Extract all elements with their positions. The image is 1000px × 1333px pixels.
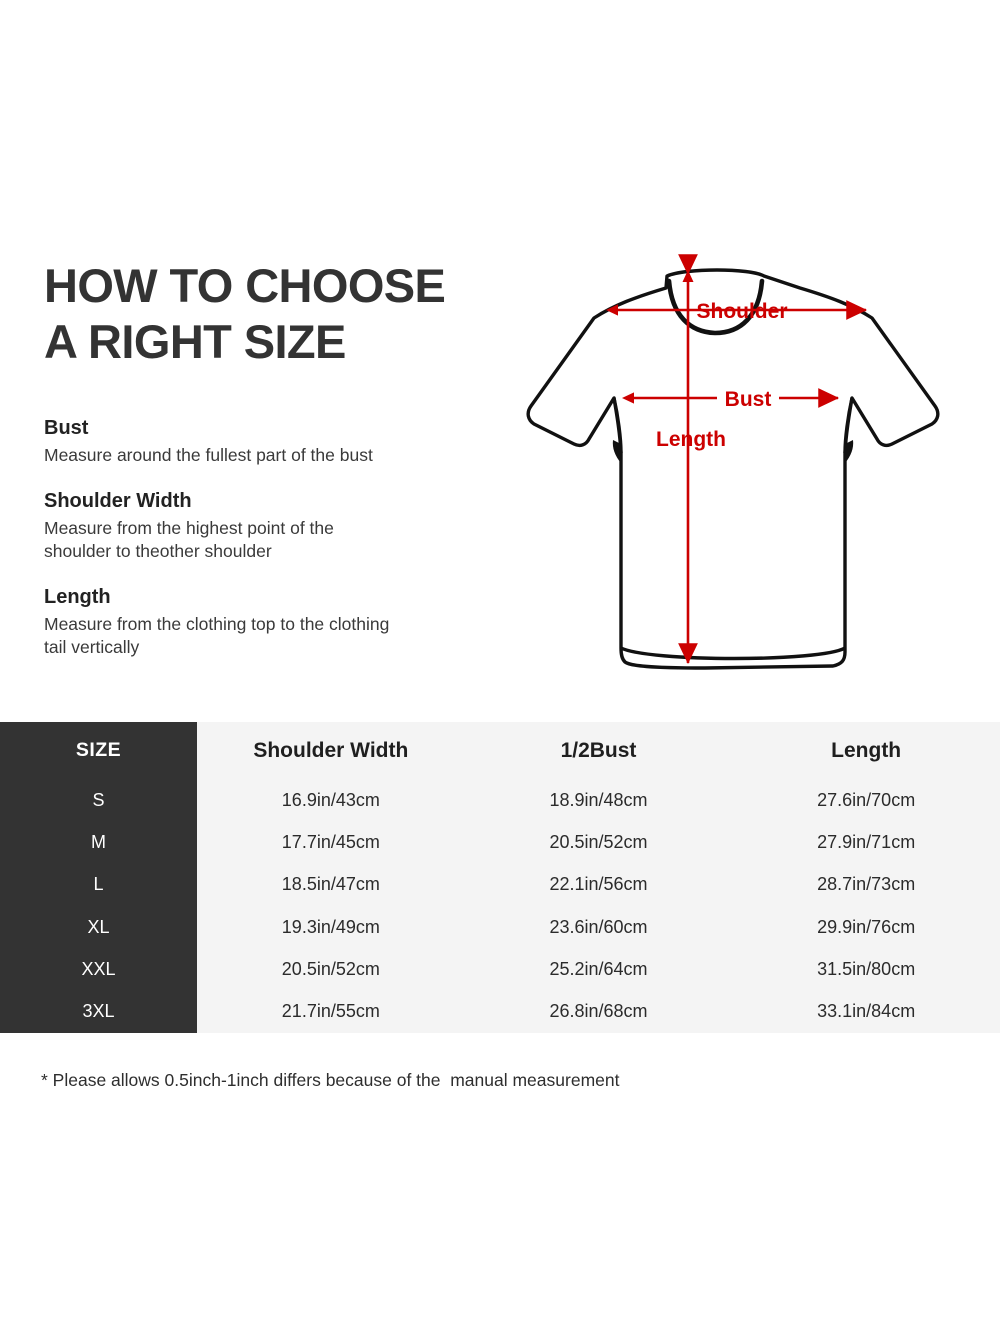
page-title: HOW TO CHOOSE A RIGHT SIZE (44, 258, 514, 370)
table-header-size: SIZE (75, 739, 122, 761)
size-table-grid: SIZE Shoulder Width 1/2Bust Length S 16.… (0, 722, 1000, 1033)
definition-length: Length Measure from the clothing top to … (44, 584, 474, 659)
table-row: M (91, 831, 106, 852)
definition-term-length: Length (44, 586, 111, 608)
size-table: SIZE Shoulder Width 1/2Bust Length S 16.… (0, 722, 1000, 1033)
collar-ribbing (666, 278, 765, 336)
tshirt-illustration-svg: Shoulder Bust Length (526, 254, 940, 670)
table-header-half-bust: 1/2Bust (560, 738, 637, 762)
length-arrow-top (682, 270, 694, 282)
definition-bust: Bust Measure around the fullest part of … (44, 415, 474, 467)
table-row: L (93, 874, 104, 895)
table-row: 16.9in/43cm (281, 789, 380, 810)
table-row: 18.5in/47cm (281, 874, 380, 895)
definition-desc-bust: Measure around the fullest part of the b… (44, 445, 373, 465)
table-header-shoulder-width: Shoulder Width (253, 738, 409, 762)
definition-desc-length: Measure from the clothing top to the clo… (44, 614, 390, 657)
table-row: 29.9in/76cm (817, 916, 916, 937)
bust-arrow-left (622, 392, 634, 404)
table-row: 28.7in/73cm (817, 874, 916, 895)
definition-desc-shoulder-width: Measure from the highest point of the sh… (44, 518, 334, 561)
left-armpit-wedge (612, 440, 621, 463)
measurement-disclaimer: * Please allows 0.5inch-1inch differs be… (41, 1070, 620, 1090)
bust-label: Bust (725, 388, 772, 411)
table-row: 20.5in/52cm (281, 958, 380, 979)
table-row: S (92, 789, 105, 810)
table-row: 17.7in/45cm (281, 831, 380, 852)
table-row: 33.1in/84cm (817, 1001, 916, 1022)
table-row: 22.1in/56cm (549, 874, 648, 895)
length-label: Length (656, 428, 726, 451)
shoulder-label: Shoulder (696, 300, 787, 323)
bust-label-backing (717, 386, 779, 410)
page-title-line-2: A RIGHT SIZE (44, 315, 346, 368)
table-row: 31.5in/80cm (817, 958, 916, 979)
bottom-hem (620, 646, 846, 661)
table-row: 25.2in/64cm (549, 958, 648, 979)
table-row: XXL (81, 958, 116, 979)
tshirt-diagram: Shoulder Bust Length (500, 248, 970, 688)
table-row: 27.9in/71cm (817, 831, 916, 852)
table-row: 26.8in/68cm (549, 1001, 648, 1022)
table-row: 21.7in/55cm (281, 1001, 380, 1022)
page-title-line-1: HOW TO CHOOSE (44, 259, 446, 312)
table-header-length: Length (831, 738, 902, 762)
table-row: 27.6in/70cm (817, 789, 916, 810)
definition-shoulder-width: Shoulder Width Measure from the highest … (44, 488, 474, 563)
definition-term-bust: Bust (44, 417, 89, 439)
shoulder-arrow-left (606, 304, 618, 316)
definition-term-shoulder-width: Shoulder Width (44, 490, 192, 512)
measurement-definitions: Bust Measure around the fullest part of … (44, 415, 474, 680)
table-row: 3XL (82, 1001, 115, 1022)
size-column-background (0, 722, 197, 1033)
right-armpit-wedge (845, 440, 854, 463)
table-row: 20.5in/52cm (549, 831, 648, 852)
table-row: 23.6in/60cm (549, 916, 648, 937)
table-row: 18.9in/48cm (549, 789, 648, 810)
table-row: XL (87, 916, 110, 937)
table-row: 19.3in/49cm (281, 916, 380, 937)
